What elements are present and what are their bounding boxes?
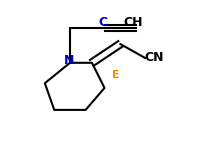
Text: C: C <box>98 16 107 29</box>
Text: CN: CN <box>145 51 164 64</box>
Text: N: N <box>64 54 74 67</box>
Text: E: E <box>112 70 119 80</box>
Text: CH: CH <box>124 16 143 29</box>
